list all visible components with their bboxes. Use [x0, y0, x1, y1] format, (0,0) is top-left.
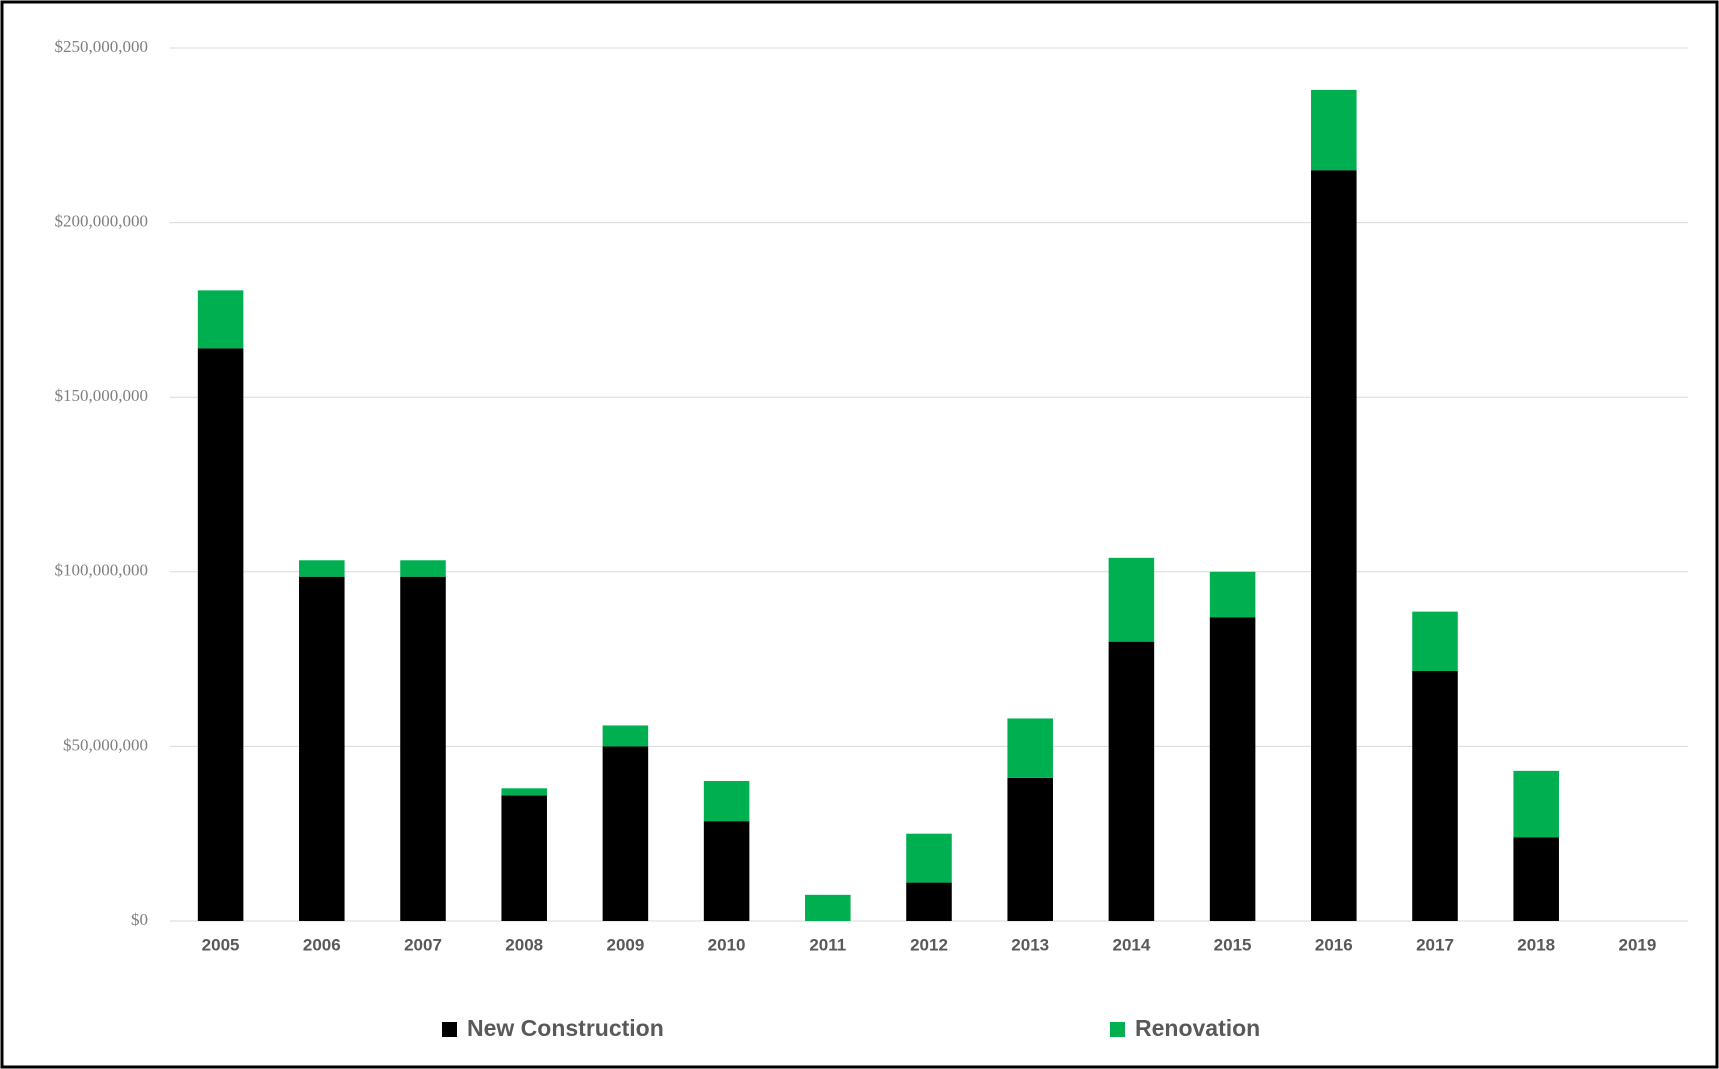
bar-segment [1007, 777, 1053, 921]
y-tick-label: $100,000,000 [55, 561, 149, 580]
bar-segment [602, 746, 649, 921]
bar-segment [1513, 837, 1559, 921]
bar-segment [703, 821, 750, 921]
bar-segment [501, 788, 547, 796]
bar-segment [197, 290, 244, 349]
x-tick-label: 2019 [1618, 935, 1656, 954]
x-tick-label: 2017 [1416, 935, 1454, 954]
x-tick-label: 2008 [505, 935, 543, 954]
bar-segment [703, 780, 750, 822]
x-tick-label: 2014 [1112, 935, 1150, 954]
bar-segment [805, 894, 851, 921]
x-tick-label: 2007 [404, 935, 442, 954]
x-tick-label: 2010 [708, 935, 746, 954]
bar-segment [501, 795, 547, 921]
x-tick-label: 2009 [606, 935, 644, 954]
bar-segment [906, 833, 952, 883]
x-tick-label: 2018 [1517, 935, 1555, 954]
bar-segment [602, 725, 649, 747]
bar-segment [1007, 718, 1053, 778]
y-tick-label: $250,000,000 [55, 37, 149, 56]
bar-segment [197, 348, 244, 921]
legend-label: Renovation [1135, 1015, 1260, 1041]
y-tick-label: $50,000,000 [63, 735, 148, 754]
bar-segment [299, 576, 345, 921]
bar-segment [1108, 557, 1155, 642]
x-tick-label: 2012 [910, 935, 948, 954]
x-tick-label: 2005 [202, 935, 240, 954]
x-tick-label: 2011 [809, 935, 846, 954]
x-tick-label: 2016 [1315, 935, 1353, 954]
legend-label: New Construction [467, 1015, 664, 1041]
bar-segment [1209, 617, 1256, 921]
legend-swatch [442, 1022, 457, 1037]
bar-segment [400, 576, 446, 921]
bar-segment [1311, 89, 1357, 171]
y-tick-label: $200,000,000 [55, 212, 149, 231]
bar-segment [1513, 770, 1559, 838]
x-tick-label: 2015 [1214, 935, 1252, 954]
bar-segment [1412, 611, 1458, 671]
bar-segment [299, 560, 345, 577]
bar-segment [400, 560, 446, 577]
y-tick-label: $0 [131, 910, 148, 929]
bar-segment [1412, 670, 1458, 921]
x-tick-label: 2006 [303, 935, 341, 954]
legend-swatch [1110, 1022, 1125, 1037]
bar-segment [1311, 170, 1357, 922]
x-tick-label: 2013 [1011, 935, 1049, 954]
y-tick-label: $150,000,000 [55, 386, 149, 405]
bar-segment [1209, 571, 1256, 618]
bar-segment [906, 882, 952, 921]
bar-segment [1108, 641, 1155, 921]
